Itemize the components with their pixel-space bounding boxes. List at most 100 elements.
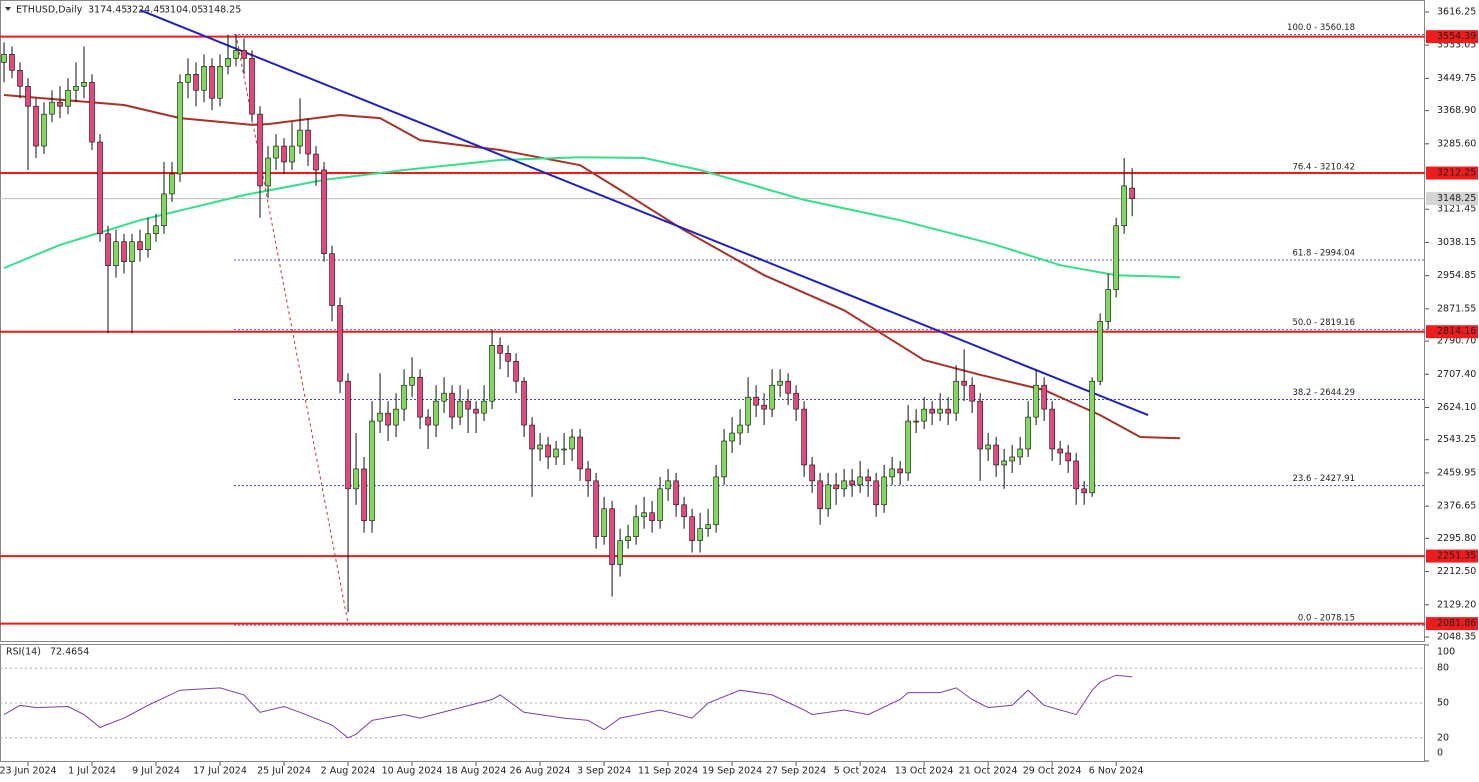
level-label: 2251.35 — [1437, 551, 1476, 562]
y-tick-label: 2790.70 — [1437, 336, 1476, 347]
indicator-line — [139, 9, 1149, 417]
candle-body — [169, 173, 175, 195]
header-open: 3174.45 — [88, 5, 127, 16]
candle-body — [1129, 187, 1135, 199]
current-price-label: 3148.25 — [1437, 193, 1476, 204]
candle-body — [657, 488, 663, 522]
candle-body — [689, 516, 695, 541]
candle-body — [113, 241, 119, 266]
candle-body — [201, 66, 207, 91]
level-label: 2814.16 — [1437, 326, 1476, 337]
x-tick-label: 6 Nov 2024 — [1089, 766, 1144, 777]
y-tick-label: 3285.60 — [1437, 138, 1476, 149]
x-tick-label: 18 Aug 2024 — [446, 766, 507, 777]
candle-body — [665, 480, 671, 490]
candle-body — [1041, 384, 1047, 410]
candle-body — [745, 396, 751, 426]
rsi-tick-label: 50 — [1437, 698, 1449, 709]
candle-body — [449, 392, 455, 418]
candle-body — [25, 85, 31, 107]
rsi-line — [3, 674, 1133, 739]
rsi-title: RSI(14) — [6, 647, 41, 658]
connector-line — [235, 34, 349, 624]
candle-body — [1025, 416, 1031, 450]
level-label: 3212.25 — [1437, 168, 1476, 179]
fib-label: 50.0 - 2819.16 — [1292, 318, 1355, 328]
candle-body — [505, 353, 511, 362]
x-tick-label: 5 Oct 2024 — [834, 766, 887, 777]
candle-body — [625, 536, 631, 541]
candle-body — [129, 241, 135, 262]
candle-body — [393, 408, 399, 426]
candle-body — [1009, 456, 1015, 462]
candle-body — [65, 89, 71, 107]
fib-label: 0.0 - 2078.15 — [1298, 614, 1355, 624]
candle-body — [1081, 488, 1087, 494]
candle-body — [305, 129, 311, 155]
candle-body — [329, 253, 335, 306]
x-tick-label: 9 Jul 2024 — [132, 766, 180, 777]
fib-label: 23.6 - 2427.91 — [1292, 474, 1355, 484]
y-tick-label: 3121.45 — [1437, 204, 1476, 215]
x-tick-label: 27 Sep 2024 — [766, 766, 826, 777]
candle-body — [945, 408, 951, 414]
fib-label: 76.4 - 3210.42 — [1292, 162, 1355, 172]
candle-body — [17, 70, 23, 87]
header-close: 3148.25 — [202, 5, 241, 16]
candle-body — [489, 345, 495, 402]
candle-body — [1, 54, 7, 63]
candle-body — [121, 241, 127, 262]
candle-body — [889, 468, 895, 478]
candle-body — [137, 241, 143, 250]
level-label: 3554.39 — [1437, 31, 1476, 42]
y-tick-label: 2707.40 — [1437, 369, 1476, 380]
candle-body — [401, 384, 407, 410]
candle-body — [601, 508, 607, 537]
candle-body — [753, 396, 759, 406]
candle-body — [953, 380, 959, 414]
symbol-title: ETHUSD,Daily — [16, 5, 83, 16]
y-tick-label: 3038.15 — [1437, 237, 1476, 248]
candle-body — [193, 73, 199, 91]
candle-body — [521, 380, 527, 426]
candle-body — [537, 444, 543, 450]
candle-body — [849, 480, 855, 486]
fib-label: 100.0 - 3560.18 — [1287, 23, 1355, 33]
candle-body — [593, 480, 599, 537]
candle-body — [865, 476, 871, 482]
candle-body — [153, 225, 159, 235]
y-tick-label: 2459.95 — [1437, 467, 1476, 478]
candle-body — [1057, 448, 1063, 454]
candle-body — [809, 464, 815, 482]
candle-body — [713, 476, 719, 526]
x-tick-label: 3 Sep 2024 — [577, 766, 631, 777]
y-tick-label: 2129.20 — [1437, 599, 1476, 610]
candle-body — [985, 444, 991, 450]
candle-body — [465, 400, 471, 410]
candle-body — [73, 85, 79, 91]
candle-body — [1033, 384, 1039, 418]
fib-label: 61.8 - 2994.04 — [1292, 249, 1355, 259]
candle-body — [249, 58, 255, 115]
candle-body — [433, 400, 439, 426]
candle-body — [441, 392, 447, 402]
candle-body — [969, 384, 975, 402]
candle-body — [793, 392, 799, 410]
x-tick-label: 23 Jun 2024 — [0, 766, 57, 777]
candle-body — [353, 468, 359, 490]
y-tick-label: 2624.10 — [1437, 402, 1476, 413]
candle-body — [633, 516, 639, 537]
level-label-box — [1426, 617, 1478, 631]
candle-body — [705, 524, 711, 530]
candle-body — [913, 420, 919, 423]
candle-body — [977, 400, 983, 450]
candle-body — [369, 420, 375, 522]
candle-body — [569, 436, 575, 450]
y-tick-label: 3533.05 — [1437, 40, 1476, 51]
candle-body — [217, 66, 223, 99]
candle-body — [265, 157, 271, 187]
y-tick-label: 3616.25 — [1437, 7, 1476, 18]
candle-body — [97, 141, 103, 235]
